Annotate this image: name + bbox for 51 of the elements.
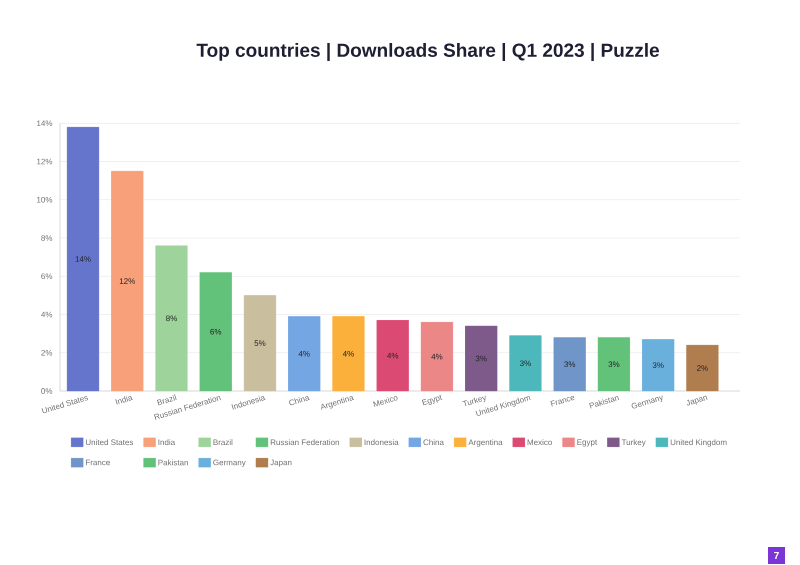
text: 7 bbox=[774, 552, 779, 559]
data-label: 4% bbox=[342, 350, 354, 357]
y-tick-label: 6% bbox=[41, 273, 52, 280]
data-label: 5% bbox=[254, 340, 266, 346]
legend-label: Brazil bbox=[214, 439, 232, 446]
x-tick-label: France bbox=[550, 396, 574, 407]
data-label: 4% bbox=[431, 354, 442, 360]
data-label: 8% bbox=[166, 316, 177, 322]
x-tick-label: Turkey bbox=[462, 396, 486, 406]
y-tick-label: 4% bbox=[41, 312, 52, 318]
y-tick-label: 12% bbox=[37, 158, 52, 164]
legend-label: India bbox=[158, 439, 176, 446]
data-label: 3% bbox=[652, 362, 664, 368]
y-tick-label: 14% bbox=[37, 120, 52, 126]
legend-label: Turkey bbox=[622, 439, 646, 447]
data-label: 3% bbox=[476, 356, 487, 362]
y-tick-label: 8% bbox=[41, 235, 52, 241]
legend-label: China bbox=[423, 439, 444, 446]
data-label: 3% bbox=[520, 360, 531, 366]
data-label: 3% bbox=[564, 361, 576, 368]
x-tick-label: Brazil bbox=[156, 394, 177, 406]
x-tick-label: Japan bbox=[686, 396, 708, 406]
legend-label: Indonesia bbox=[364, 439, 399, 446]
legend-label: Russian Federation bbox=[270, 439, 340, 446]
x-tick-label: Egypt bbox=[422, 394, 442, 406]
legend-label: Mexico bbox=[528, 439, 552, 446]
data-label: 4% bbox=[387, 352, 398, 358]
data-label: 3% bbox=[608, 361, 620, 368]
chart-title: Top countries | Downloads Share | Q1 2023 | Puzzle bbox=[196, 42, 659, 61]
y-tick-label: 0% bbox=[41, 388, 52, 394]
data-label: 6% bbox=[210, 328, 222, 335]
legend-label: Pakistan bbox=[158, 459, 188, 466]
legend-label: Japan bbox=[270, 460, 292, 467]
x-tick-label: Pakistan bbox=[589, 396, 620, 409]
data-label: 4% bbox=[298, 350, 310, 357]
legend-label: Egypt bbox=[577, 439, 598, 447]
x-tick-label: Mexico bbox=[373, 396, 398, 407]
legend-label: Germany bbox=[213, 460, 246, 467]
y-tick-label: 10% bbox=[37, 196, 52, 203]
legend-label: Argentina bbox=[468, 439, 503, 447]
legend-label: United Kingdom bbox=[670, 439, 726, 447]
x-tick-label: Germany bbox=[632, 396, 662, 408]
data-label: 14% bbox=[76, 256, 91, 262]
legend-label: France bbox=[86, 460, 110, 466]
x-tick-label: United States bbox=[42, 396, 88, 414]
x-tick-label: China bbox=[289, 396, 310, 406]
legend-label: United States bbox=[86, 439, 134, 446]
x-tick-label: India bbox=[115, 396, 133, 405]
y-tick-label: 2% bbox=[41, 350, 52, 356]
data-label: 2% bbox=[697, 365, 708, 371]
data-label: 12% bbox=[120, 278, 135, 284]
